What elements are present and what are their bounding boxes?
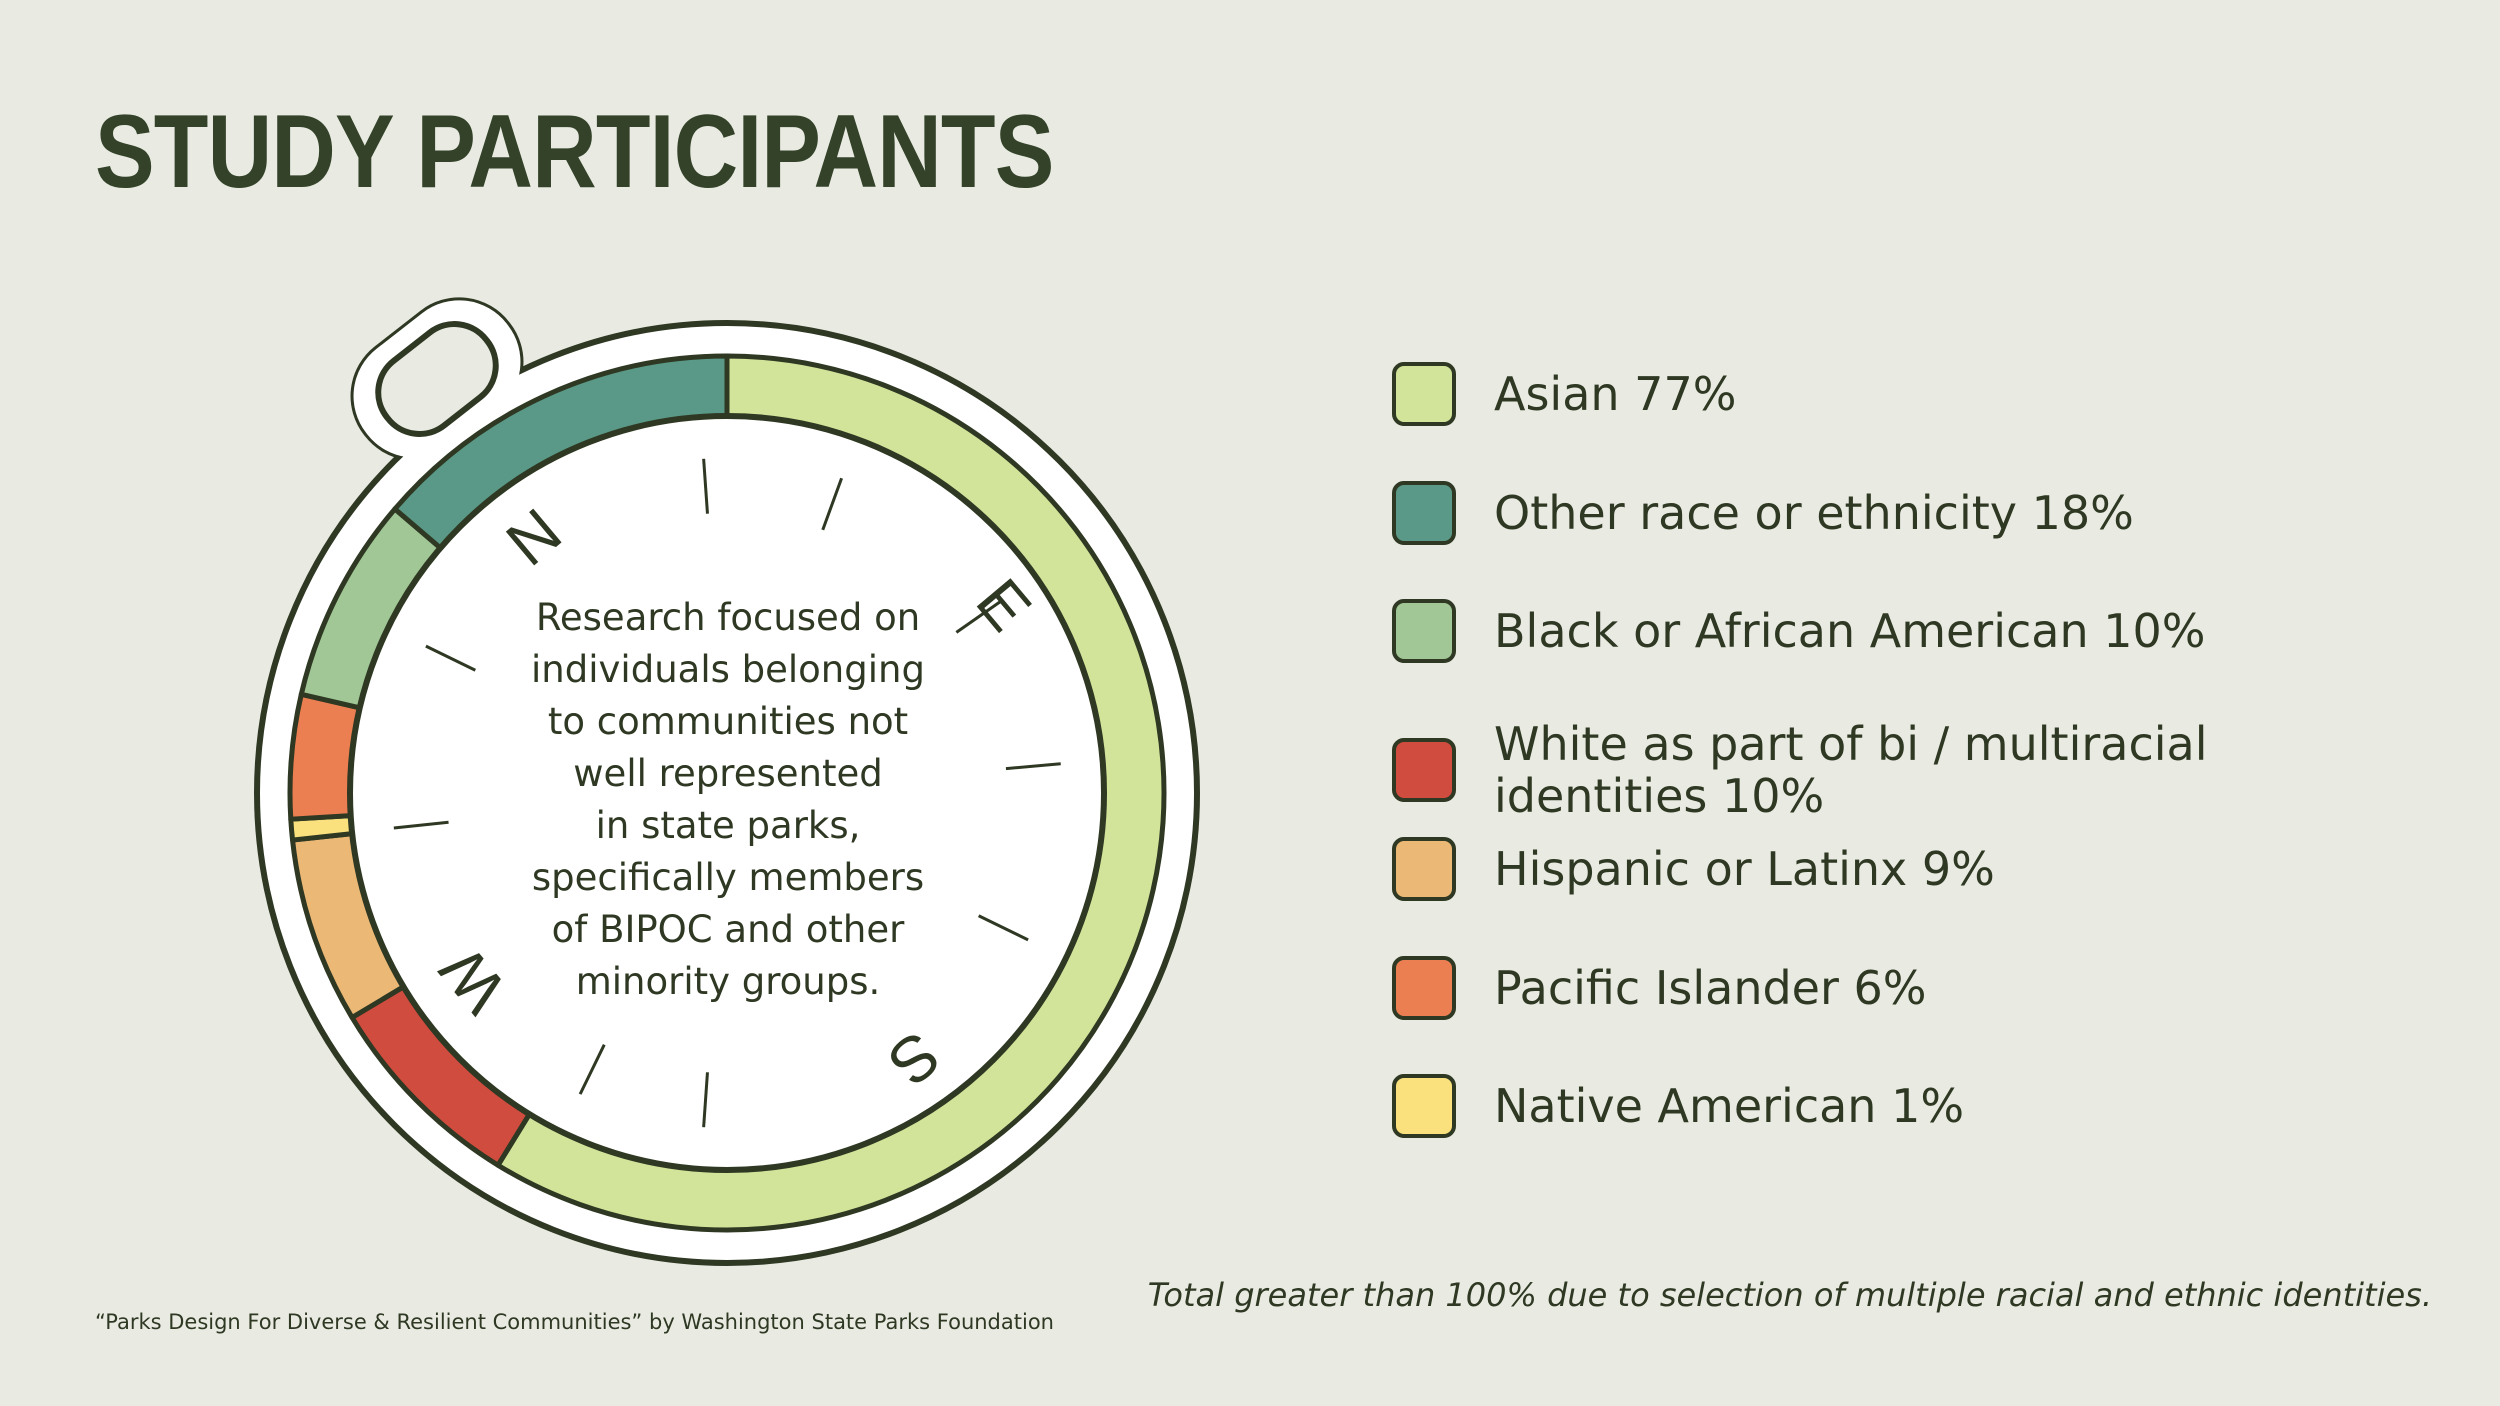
legend-item: Other race or ethnicity 18% xyxy=(1392,481,2392,545)
legend-label: Hispanic or Latinx 9% xyxy=(1494,842,1995,896)
compass-tick xyxy=(702,458,709,514)
legend-swatch xyxy=(1392,481,1456,545)
compass-tick xyxy=(578,1044,606,1095)
legend-item: Hispanic or Latinx 9% xyxy=(1392,837,2392,901)
legend-item: Native American 1% xyxy=(1392,1074,2392,1138)
legend-swatch xyxy=(1392,362,1456,426)
source-credit: “Parks Design For Diverse & Resilient Co… xyxy=(95,1310,1054,1334)
legend-label: Pacific Islander 6% xyxy=(1494,961,1927,1015)
compass-tick xyxy=(702,1072,709,1128)
legend-swatch xyxy=(1392,1074,1456,1138)
legend-swatch xyxy=(1392,956,1456,1020)
compass-tick xyxy=(1005,762,1061,771)
compass-tick xyxy=(393,820,449,830)
compass-tick xyxy=(955,599,1003,634)
compass-tick xyxy=(425,644,476,672)
legend-label: White as part of bi / multiracial identi… xyxy=(1494,717,2208,823)
legend-swatch xyxy=(1392,837,1456,901)
compass-ticks xyxy=(393,458,1061,1128)
footnote: Total greater than 100% due to selection… xyxy=(1147,1276,2432,1314)
page-title: STUDY PARTICIPANTS xyxy=(95,94,1054,210)
legend-item: Asian 77% xyxy=(1392,362,2392,426)
legend-label: Asian 77% xyxy=(1494,367,1737,421)
compass-tick xyxy=(978,914,1029,942)
legend-label: Other race or ethnicity 18% xyxy=(1494,486,2134,540)
center-description: Research focused on individuals belongin… xyxy=(531,596,925,1003)
legend-item: White as part of bi / multiracial identi… xyxy=(1392,718,2392,822)
legend-item: Pacific Islander 6% xyxy=(1392,956,2392,1020)
legend-swatch xyxy=(1392,599,1456,663)
legend-label: Native American 1% xyxy=(1494,1079,1965,1133)
compass-tick xyxy=(821,477,843,531)
legend-label: Black or African American 10% xyxy=(1494,604,2206,658)
legend-swatch xyxy=(1392,738,1456,802)
compass-face xyxy=(347,413,1107,1173)
legend-item: Black or African American 10% xyxy=(1392,599,2392,663)
